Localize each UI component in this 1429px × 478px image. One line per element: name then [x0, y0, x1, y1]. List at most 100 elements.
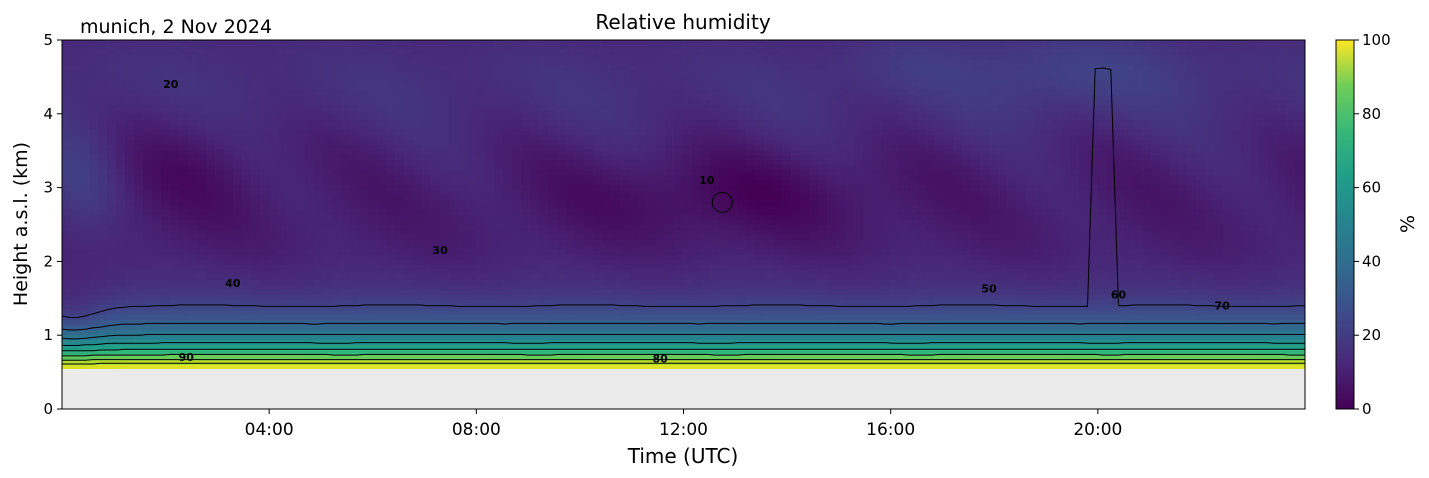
- heat-cell: [233, 335, 243, 341]
- heat-cell: [314, 175, 324, 181]
- heat-cell: [737, 45, 747, 51]
- heat-cell: [413, 40, 423, 46]
- heat-cell: [296, 345, 306, 351]
- heat-cell: [728, 310, 738, 316]
- heat-cell: [494, 80, 504, 86]
- heat-cell: [647, 315, 657, 321]
- heat-cell: [701, 45, 711, 51]
- heat-cell: [548, 235, 558, 241]
- heat-cell: [350, 295, 360, 301]
- heat-cell: [89, 100, 99, 106]
- heat-cell: [71, 50, 81, 56]
- heat-cell: [530, 295, 540, 301]
- heat-cell: [503, 320, 513, 326]
- heat-cell: [548, 190, 558, 196]
- heat-cell: [278, 105, 288, 111]
- heat-cell: [557, 235, 567, 241]
- heat-cell: [656, 50, 666, 56]
- heat-cell: [575, 55, 585, 61]
- heat-cell: [611, 285, 621, 291]
- heat-cell: [395, 295, 405, 301]
- heat-cell: [206, 90, 216, 96]
- heat-cell: [89, 175, 99, 181]
- heat-cell: [161, 135, 171, 141]
- heat-cell: [341, 165, 351, 171]
- heat-cell: [116, 280, 126, 286]
- heat-cell: [449, 350, 459, 356]
- heat-cell: [305, 285, 315, 291]
- heat-cell: [701, 180, 711, 186]
- heat-cell: [494, 50, 504, 56]
- heat-cell: [737, 255, 747, 261]
- heat-cell: [197, 50, 207, 56]
- heat-cell: [233, 295, 243, 301]
- heat-cell: [395, 115, 405, 121]
- heat-cell: [323, 230, 333, 236]
- heat-cell: [719, 100, 729, 106]
- heat-cell: [566, 40, 576, 46]
- heat-cell: [179, 90, 189, 96]
- heat-cell: [278, 185, 288, 191]
- heat-cell: [332, 170, 342, 176]
- heat-cell: [503, 180, 513, 186]
- heat-cell: [503, 165, 513, 171]
- heat-cell: [233, 115, 243, 121]
- heat-cell: [386, 355, 396, 361]
- heat-cell: [98, 250, 108, 256]
- heat-cell: [287, 200, 297, 206]
- heat-cell: [233, 140, 243, 146]
- heat-cell: [125, 280, 135, 286]
- heat-cell: [458, 280, 468, 286]
- heat-cell: [323, 270, 333, 276]
- heat-cell: [413, 95, 423, 101]
- heat-cell: [377, 315, 387, 321]
- heat-cell: [143, 355, 153, 361]
- heat-cell: [710, 180, 720, 186]
- heat-cell: [296, 365, 306, 370]
- heat-cell: [287, 240, 297, 246]
- heat-cell: [728, 195, 738, 201]
- heat-cell: [647, 295, 657, 301]
- heat-cell: [656, 195, 666, 201]
- heat-cell: [710, 365, 720, 370]
- heat-cell: [296, 105, 306, 111]
- heat-cell: [287, 110, 297, 116]
- heat-cell: [305, 315, 315, 321]
- heat-cell: [341, 225, 351, 231]
- heat-cell: [494, 140, 504, 146]
- heat-cell: [530, 355, 540, 361]
- heat-cell: [386, 260, 396, 266]
- heat-cell: [503, 80, 513, 86]
- heat-cell: [296, 80, 306, 86]
- heat-cell: [359, 345, 369, 351]
- heat-cell: [440, 355, 450, 361]
- heat-cell: [620, 100, 630, 106]
- heat-cell: [449, 45, 459, 51]
- heat-cell: [485, 160, 495, 166]
- heat-cell: [611, 240, 621, 246]
- heat-cell: [467, 130, 477, 136]
- heat-cell: [323, 90, 333, 96]
- heat-cell: [143, 75, 153, 81]
- heat-cell: [341, 160, 351, 166]
- heat-cell: [305, 65, 315, 71]
- heat-cell: [683, 50, 693, 56]
- heat-cell: [350, 320, 360, 326]
- heat-cell: [422, 85, 432, 91]
- heat-cell: [89, 155, 99, 161]
- heat-cell: [359, 190, 369, 196]
- heat-cell: [170, 320, 180, 326]
- heat-cell: [233, 155, 243, 161]
- heat-cell: [458, 195, 468, 201]
- heat-cell: [287, 160, 297, 166]
- heat-cell: [728, 320, 738, 326]
- heat-cell: [197, 95, 207, 101]
- heat-cell: [629, 265, 639, 271]
- heat-cell: [647, 210, 657, 216]
- heat-cell: [170, 215, 180, 221]
- heat-cell: [485, 200, 495, 206]
- heat-cell: [116, 230, 126, 236]
- heat-cell: [602, 305, 612, 311]
- heat-cell: [602, 165, 612, 171]
- heat-cell: [719, 230, 729, 236]
